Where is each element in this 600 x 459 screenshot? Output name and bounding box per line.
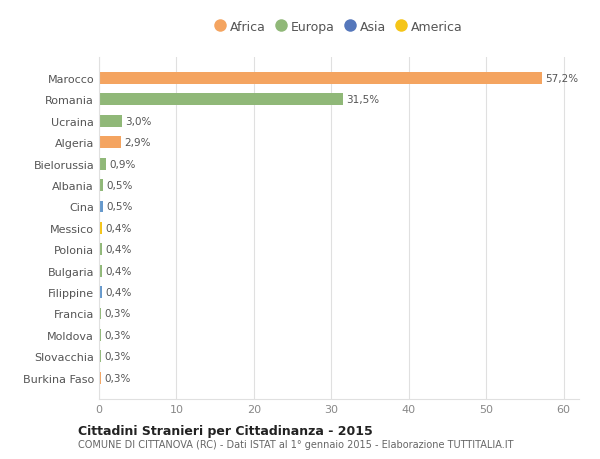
Text: 2,9%: 2,9% [125, 138, 151, 148]
Bar [99, 329, 101, 341]
Bar [99, 244, 102, 256]
Text: 0,4%: 0,4% [105, 287, 131, 297]
Text: Cittadini Stranieri per Cittadinanza - 2015: Cittadini Stranieri per Cittadinanza - 2… [78, 424, 373, 437]
Text: 0,5%: 0,5% [106, 202, 133, 212]
Text: 0,3%: 0,3% [104, 309, 131, 319]
Text: 0,3%: 0,3% [104, 373, 131, 383]
Bar [99, 201, 103, 213]
Text: COMUNE DI CITTANOVA (RC) - Dati ISTAT al 1° gennaio 2015 - Elaborazione TUTTITAL: COMUNE DI CITTANOVA (RC) - Dati ISTAT al… [78, 440, 514, 449]
Text: 0,4%: 0,4% [105, 224, 131, 233]
Bar [99, 73, 542, 84]
Bar [99, 94, 343, 106]
Legend: Africa, Europa, Asia, America: Africa, Europa, Asia, America [210, 16, 468, 39]
Text: 31,5%: 31,5% [346, 95, 379, 105]
Bar [99, 158, 106, 170]
Text: 3,0%: 3,0% [125, 117, 152, 127]
Text: 0,4%: 0,4% [105, 266, 131, 276]
Bar [99, 351, 101, 363]
Bar [99, 137, 121, 149]
Text: 0,3%: 0,3% [104, 352, 131, 362]
Text: 0,3%: 0,3% [104, 330, 131, 340]
Bar [99, 308, 101, 319]
Bar [99, 265, 102, 277]
Text: 0,4%: 0,4% [105, 245, 131, 255]
Bar [99, 372, 101, 384]
Bar [99, 180, 103, 191]
Bar [99, 223, 102, 234]
Text: 0,9%: 0,9% [109, 159, 136, 169]
Text: 0,5%: 0,5% [106, 181, 133, 190]
Bar [99, 116, 122, 128]
Text: 57,2%: 57,2% [545, 74, 578, 84]
Bar [99, 286, 102, 298]
